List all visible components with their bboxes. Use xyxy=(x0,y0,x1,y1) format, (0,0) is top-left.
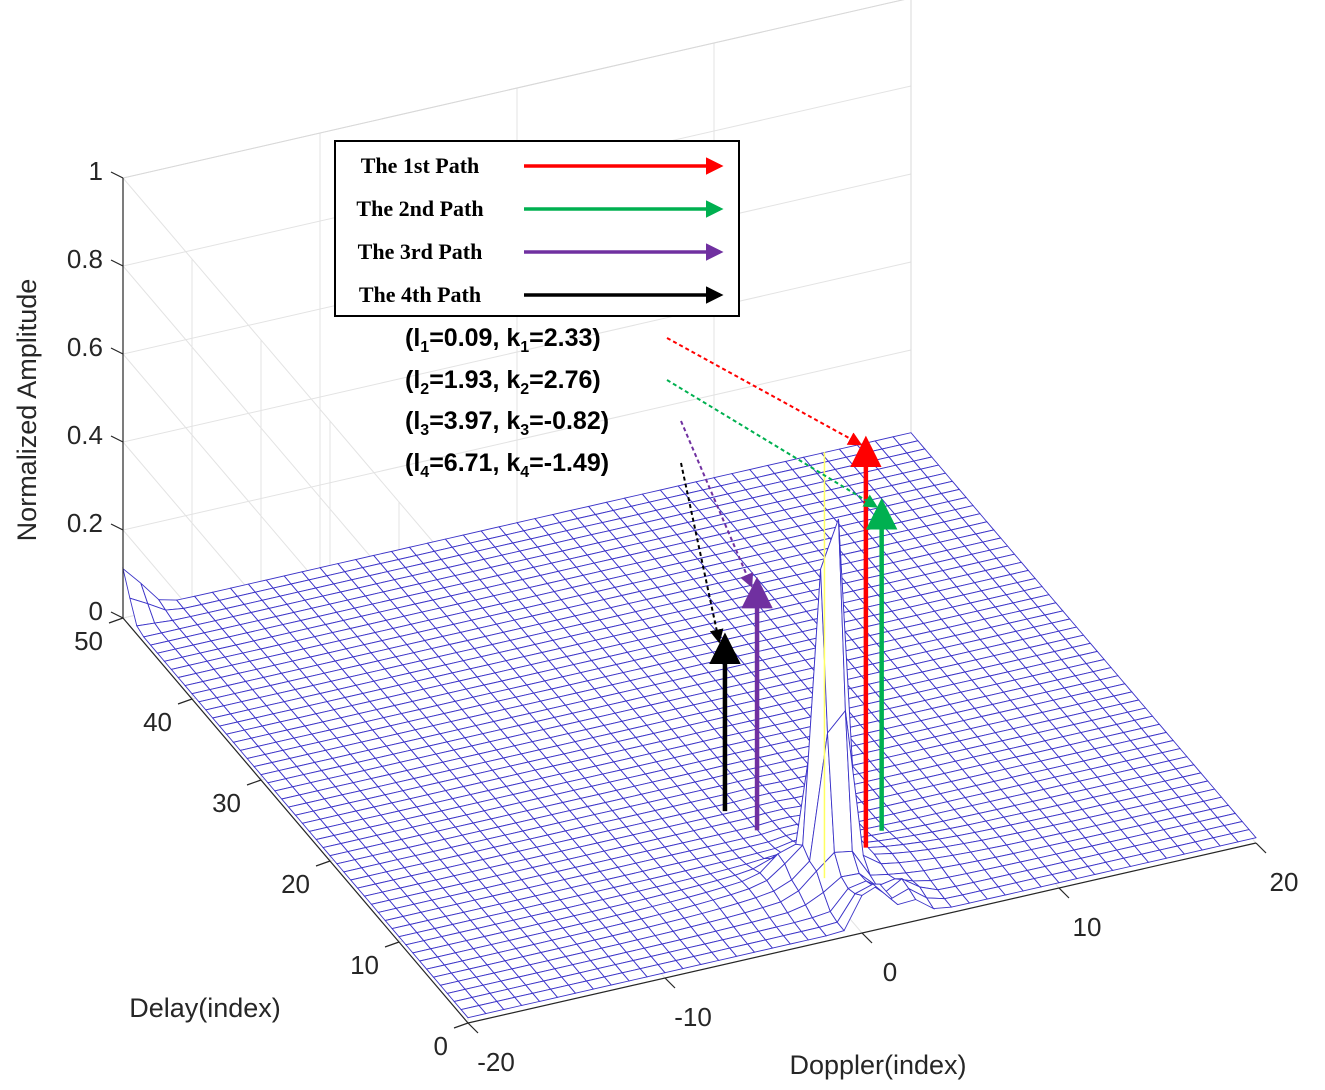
y-axis-label: Delay(index) xyxy=(129,993,281,1023)
annotation-part: k xyxy=(506,324,520,352)
x-tick xyxy=(861,932,873,944)
annotation-part: =6.71, xyxy=(429,449,506,477)
annotation-part: l xyxy=(413,407,420,435)
path-annotation: (l1=0.09, k1=2.33) xyxy=(405,324,601,356)
annotation-part: 4 xyxy=(420,464,429,481)
annotation-part: =-0.82) xyxy=(529,407,609,435)
annotation-part: =2.76) xyxy=(529,366,601,394)
z-tick xyxy=(110,523,124,531)
annotation-part: l xyxy=(413,449,420,477)
x-tick-label: 10 xyxy=(1073,912,1102,942)
annotation-part: ( xyxy=(405,449,414,477)
y-tick-label: 20 xyxy=(281,869,310,899)
z-tick-label: 0 xyxy=(89,596,103,626)
path-annotation: (l4=6.71, k4=-1.49) xyxy=(405,449,609,481)
y-tick-label: 10 xyxy=(350,950,379,980)
legend-entry-label: The 4th Path xyxy=(359,282,481,307)
path-arrows xyxy=(666,337,898,848)
y-tick-label: 30 xyxy=(212,788,241,818)
x-tick-label: -10 xyxy=(674,1002,712,1032)
z-tick-label: 0.2 xyxy=(67,508,103,538)
box-edge xyxy=(122,0,905,179)
y-tick-label: 50 xyxy=(74,626,103,656)
legend: The 1st Path The 2nd Path The 3rd Path The … xyxy=(334,140,740,317)
z-tick-label: 0.4 xyxy=(67,420,103,450)
path-leader xyxy=(680,420,754,588)
y-tick-label: 40 xyxy=(143,707,172,737)
annotation-part: =3.97, xyxy=(429,407,506,435)
annotation-part: ( xyxy=(405,366,414,394)
annotation-part: =1.93, xyxy=(429,366,506,394)
annotation-part: 4 xyxy=(520,464,529,481)
grid-line xyxy=(122,261,912,443)
annotation-part: =2.33) xyxy=(529,324,601,352)
z-tick xyxy=(110,611,124,619)
x-tick xyxy=(1255,842,1267,854)
mesh-cell xyxy=(1230,829,1257,843)
x-tick xyxy=(467,1022,479,1034)
path-annotation: (l2=1.93, k2=2.76) xyxy=(405,366,601,398)
annotation-part: 3 xyxy=(420,422,429,439)
legend-entry-label: The 2nd Path xyxy=(356,196,483,221)
annotation-part: l xyxy=(413,324,420,352)
annotation-part: k xyxy=(506,449,520,477)
annotation-part: k xyxy=(506,366,520,394)
y-tick xyxy=(108,617,124,624)
legend-entry-label: The 3rd Path xyxy=(358,239,483,264)
grid-line xyxy=(122,349,912,531)
x-tick xyxy=(664,977,676,989)
z-tick-label: 1 xyxy=(89,156,103,186)
annotation-part: =-1.49) xyxy=(529,449,609,477)
z-axis-label: Normalized Amplitude xyxy=(12,279,42,542)
annotation-part: 2 xyxy=(420,381,429,398)
y-tick xyxy=(246,779,262,786)
y-tick xyxy=(384,941,400,948)
annotation-part: =0.09, xyxy=(429,324,506,352)
z-tick-label: 0.6 xyxy=(67,332,103,362)
path-leader xyxy=(680,462,724,644)
x-tick-label: 20 xyxy=(1270,867,1299,897)
x-tick xyxy=(1058,887,1070,899)
path-leader xyxy=(666,337,863,446)
surface-mesh xyxy=(122,432,1257,1019)
z-tick xyxy=(110,347,124,355)
annotation-part: ( xyxy=(405,324,414,352)
z-tick xyxy=(110,435,124,443)
x-tick-label: 0 xyxy=(883,957,897,987)
path-annotation: (l3=3.97, k3=-0.82) xyxy=(405,407,609,439)
annotation-part: 1 xyxy=(520,339,529,356)
annotation-part: 2 xyxy=(520,381,529,398)
z-tick xyxy=(110,259,124,267)
legend-box xyxy=(334,140,740,317)
annotation-part: l xyxy=(413,366,420,394)
y-axis-line xyxy=(122,617,469,1024)
annotation-part: 1 xyxy=(420,339,429,356)
annotation-part: 3 xyxy=(520,422,529,439)
legend-entry-label: The 1st Path xyxy=(361,153,480,178)
path-leader xyxy=(666,379,879,508)
y-tick-label: 0 xyxy=(434,1031,448,1061)
path-annotations: (l1=0.09, k1=2.33)(l2=1.93, k2=2.76)(l3=… xyxy=(405,324,609,481)
axes xyxy=(108,171,1267,1034)
x-tick-label: -20 xyxy=(477,1047,515,1077)
grid-line xyxy=(122,177,469,584)
z-tick xyxy=(110,171,124,179)
y-tick xyxy=(315,860,331,867)
y-tick xyxy=(453,1022,469,1029)
x-axis-label: Doppler(index) xyxy=(789,1050,966,1080)
z-tick-label: 0.8 xyxy=(67,244,103,274)
annotation-part: k xyxy=(506,407,520,435)
y-tick xyxy=(177,698,193,705)
annotation-part: ( xyxy=(405,407,414,435)
